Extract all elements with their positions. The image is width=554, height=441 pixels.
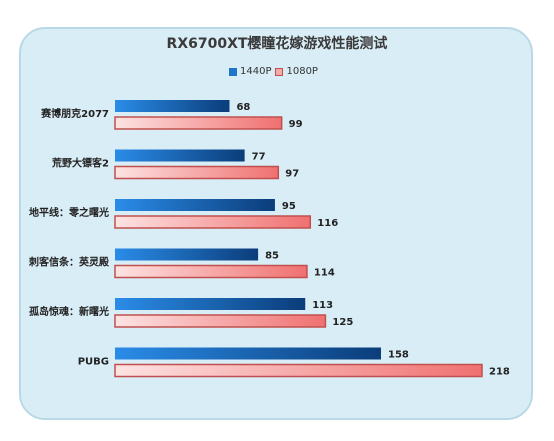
bar-1440p — [115, 199, 275, 211]
value-label: 158 — [388, 350, 409, 361]
bar-1080p — [114, 363, 483, 378]
value-label: 114 — [314, 268, 335, 279]
value-label: 99 — [289, 119, 303, 130]
category-label: 地平线：零之曙光 — [29, 206, 109, 219]
value-label: 68 — [236, 102, 250, 113]
bar-1440p — [115, 298, 306, 310]
chart-title: RX6700XT樱瞳花嫁游戏性能测试 — [166, 36, 388, 52]
value-label: 97 — [285, 169, 299, 180]
legend-label-1440p: 1440P — [240, 66, 272, 77]
value-label: 85 — [265, 251, 279, 262]
bar-1080p — [114, 264, 308, 279]
category-label: 孤岛惊魂：新曙光 — [29, 305, 109, 318]
value-label: 125 — [332, 317, 353, 328]
value-label: 113 — [312, 300, 333, 311]
value-label: 77 — [252, 152, 266, 163]
legend-swatch-1440p — [229, 67, 237, 76]
value-label: 95 — [282, 201, 296, 212]
legend-swatch-1080p — [275, 67, 284, 76]
category-label: PUBG — [78, 357, 109, 368]
bar-1440p — [115, 347, 381, 360]
value-label: 116 — [317, 218, 338, 229]
legend-label-1080p: 1080P — [286, 66, 318, 77]
bar-1080p — [114, 314, 327, 328]
category-label: 荒野大镖客2 — [51, 157, 109, 170]
bar-1080p — [114, 165, 280, 180]
legend-item-1080p: 1080P — [275, 66, 318, 77]
bar-1440p — [115, 248, 259, 261]
bar-1080p — [114, 215, 312, 229]
value-label: 218 — [489, 367, 510, 378]
legend-item-1440p: 1440P — [229, 66, 271, 77]
bar-1440p — [115, 149, 245, 162]
legend: 1440P 1080P — [229, 66, 318, 77]
bar-1440p — [115, 100, 230, 112]
bar-1080p — [114, 116, 283, 130]
category-label: 刺客信条：英灵殿 — [28, 256, 110, 269]
category-label: 赛博朋克2077 — [40, 107, 109, 120]
